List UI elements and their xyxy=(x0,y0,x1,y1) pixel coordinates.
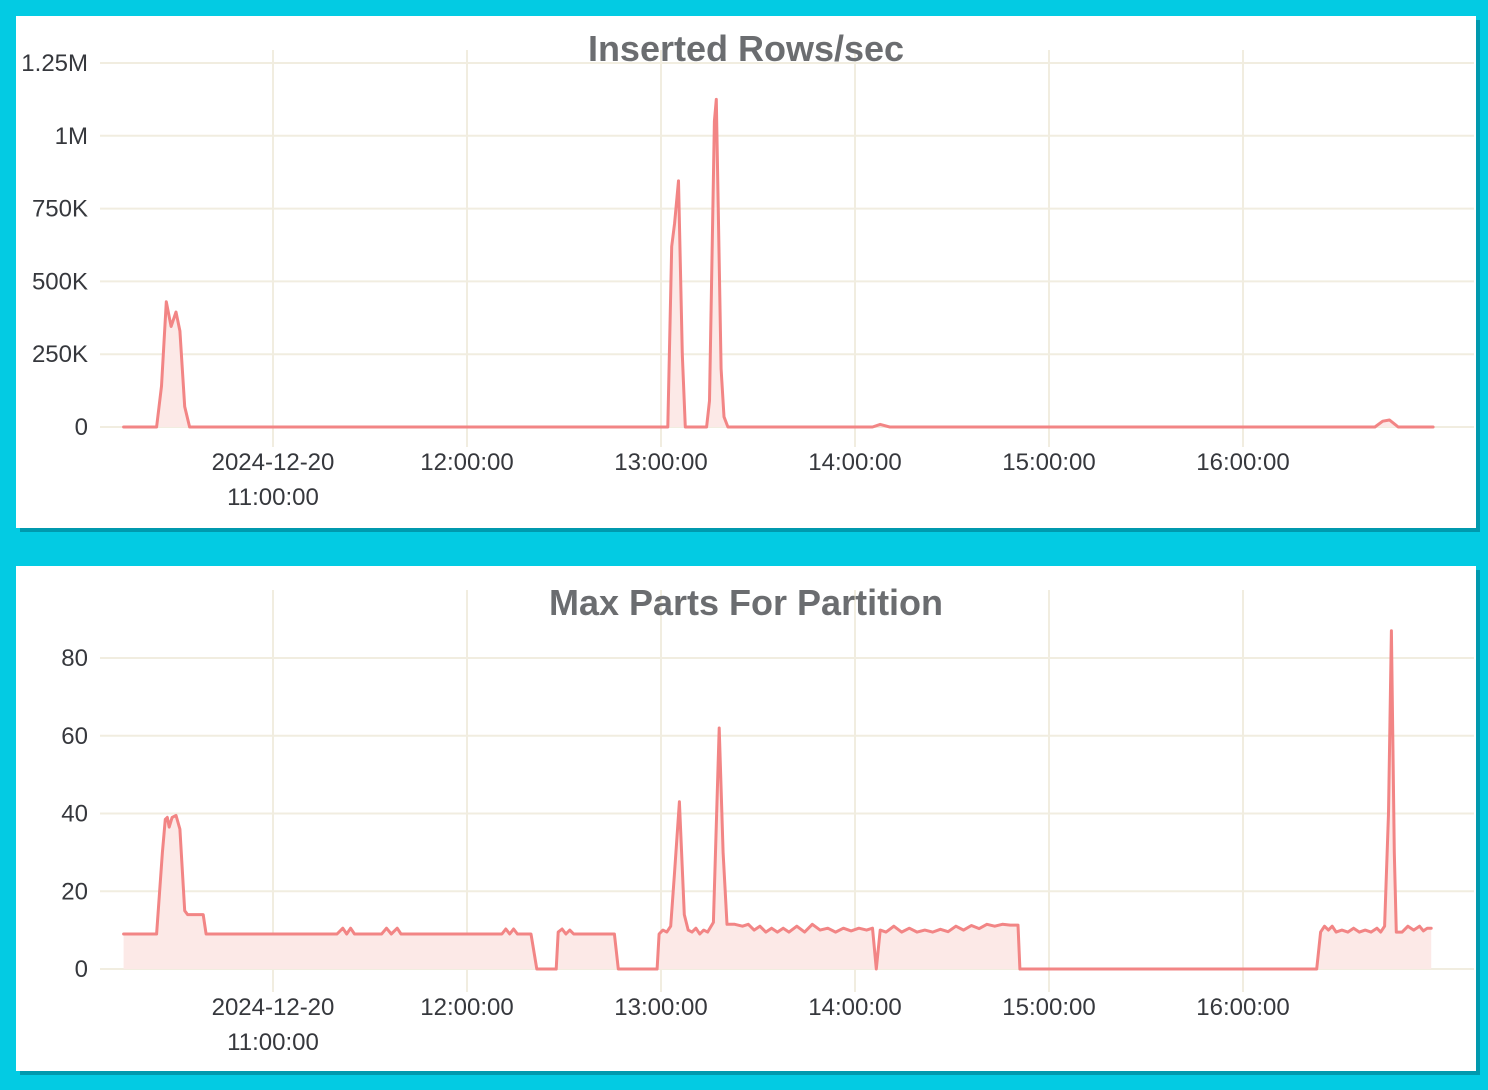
y-tick-label: 20 xyxy=(61,878,88,905)
series-area xyxy=(123,99,1434,428)
x-tick-label: 13:00:00 xyxy=(614,994,707,1021)
series-area xyxy=(123,630,1432,969)
x-tick-label: 14:00:00 xyxy=(808,994,901,1021)
max-parts-title: Max Parts For Partition xyxy=(548,582,944,623)
y-tick-label: 1.25M xyxy=(21,50,88,77)
x-tick-label: 12:00:00 xyxy=(420,449,513,476)
x-tick-label: 15:00:00 xyxy=(1002,449,1095,476)
y-tick-label: 60 xyxy=(61,723,88,750)
x-tick-label: 11:00:00 xyxy=(227,1029,319,1056)
x-tick-label: 11:00:00 xyxy=(227,484,319,511)
y-tick-label: 0 xyxy=(75,956,88,983)
x-tick-label: 13:00:00 xyxy=(614,449,707,476)
series-line xyxy=(122,629,1433,971)
y-tick-label: 40 xyxy=(61,801,88,828)
x-tick-label: 12:00:00 xyxy=(420,994,513,1021)
inserted-rows-chart: 0 250K 500K 750K 1M 1.25M 2024-12-20 11:00:00 12… xyxy=(21,50,1474,511)
x-tick-label: 2024-12-20 xyxy=(212,449,335,476)
y-tick-label: 0 xyxy=(75,414,88,441)
x-tick-label: 15:00:00 xyxy=(1002,994,1095,1021)
y-tick-label: 250K xyxy=(32,341,88,368)
y-tick-label: 750K xyxy=(32,196,88,223)
x-tick-label: 16:00:00 xyxy=(1196,994,1289,1021)
x-tick-label: 16:00:00 xyxy=(1196,449,1289,476)
max-parts-chart: 0 20 40 60 80 2024-12-20 11:00:00 12:00:00 13:00… xyxy=(61,590,1474,1056)
inserted-rows-panel: Inserted Rows/sec 0 250K 500K 750K 1M 1.25M 20… xyxy=(16,16,1476,528)
x-tick-label: 14:00:00 xyxy=(808,449,901,476)
y-tick-label: 1M xyxy=(55,123,88,150)
max-parts-panel: Max Parts For Partition 0 20 40 60 80 2024-12… xyxy=(16,566,1476,1071)
series-line xyxy=(122,97,1435,429)
y-tick-label: 500K xyxy=(32,268,88,295)
inserted-rows-title: Inserted Rows/sec xyxy=(587,28,905,69)
y-tick-label: 80 xyxy=(61,645,88,672)
x-tick-label: 2024-12-20 xyxy=(212,994,335,1021)
